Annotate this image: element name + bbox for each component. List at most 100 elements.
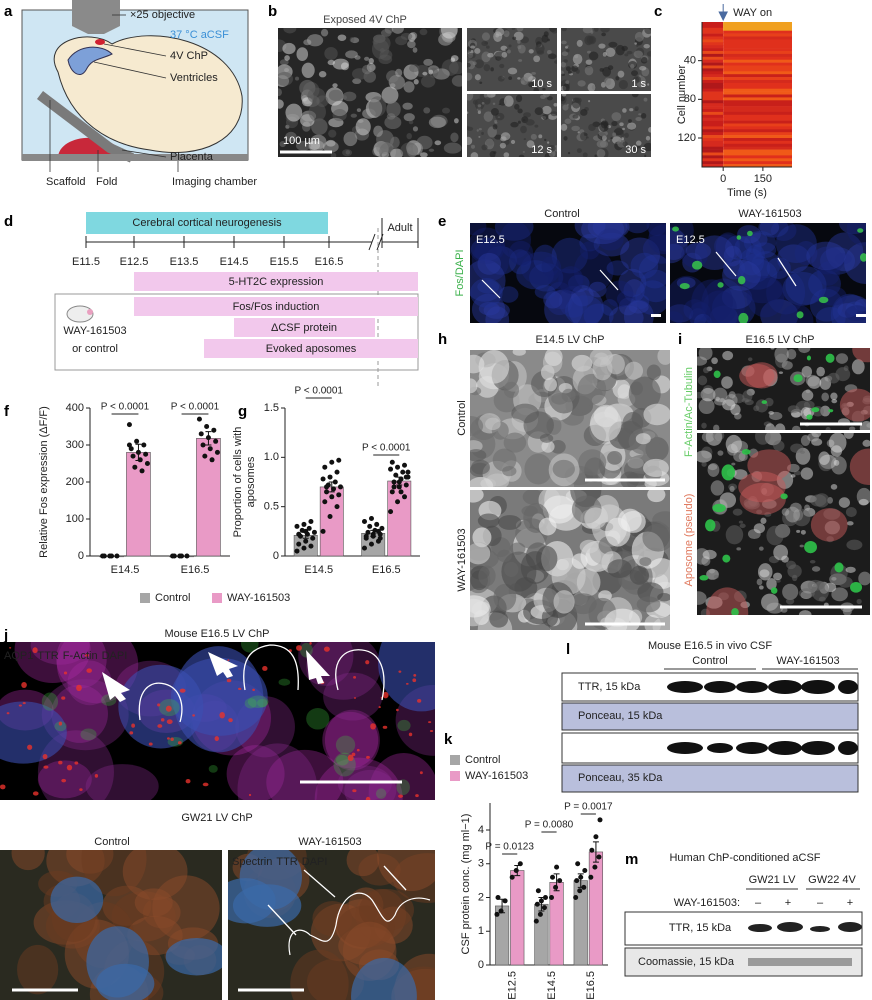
image-texture [742,390,753,403]
image-texture [583,303,614,323]
image-texture [800,434,811,446]
image-texture [503,432,527,453]
y-tick-label: 400 [66,402,84,414]
image-texture [582,152,588,157]
heatmap-cell [723,24,792,29]
data-point [198,431,204,437]
image-texture [61,696,66,700]
image-texture [697,375,708,386]
image-texture [766,270,806,315]
image-texture [588,281,607,298]
heatmap-cell [702,120,724,124]
image-texture [713,574,719,579]
heatmap-cell [702,103,724,107]
heatmap-cell [702,45,724,49]
data-point [550,874,556,880]
image-texture [593,28,599,32]
image-texture [545,281,574,316]
heatmap-cell [723,106,792,110]
image-texture [582,28,593,34]
data-point [395,499,401,505]
image-texture [630,63,635,69]
group: Control [692,655,727,667]
image-texture [858,571,870,586]
image-texture [562,104,569,111]
y-tick-label: 0 [478,959,484,971]
image-texture [497,75,505,82]
heatmap-cell [723,146,792,150]
x-tick-label: 0 [720,173,726,185]
data-point [405,469,411,475]
image-texture [306,642,381,700]
frame-time: 12 s [531,144,552,156]
p-value: P < 0.0001 [362,443,411,454]
outlines [288,892,431,956]
image-texture [722,554,731,563]
objective [72,0,120,34]
data-point [308,543,314,549]
image-texture [752,242,777,259]
panel-label: b [268,3,277,20]
image-texture [825,232,864,272]
image-texture [549,290,573,310]
image-texture [564,295,604,323]
data-point [577,888,583,894]
image-texture [830,484,838,490]
heatmap-cell [723,59,792,63]
image-texture [818,451,830,466]
stain: F-Actin/Ac-Tubulin [683,367,695,457]
image-texture [343,131,358,147]
image-texture [376,141,394,155]
image-texture [622,141,628,147]
image-texture [256,698,268,708]
image-texture [796,529,801,533]
image-texture [481,131,484,135]
y-tick-label: 1.5 [264,402,279,414]
data-point [179,553,185,559]
image-texture [518,59,523,62]
data-point [310,535,316,541]
channel-name: TTR [37,650,58,662]
panel-label: k [444,731,453,748]
image-texture [74,761,79,765]
title: GW21 LV ChP [181,812,252,824]
image-texture [652,615,670,630]
image-texture [306,34,324,47]
blot-label: Ponceau, 35 kDa [578,772,663,784]
heatmap-cell [702,30,724,34]
image-texture [509,542,526,555]
heatmap-cell [723,140,792,145]
data-point [128,446,134,452]
image-texture [806,241,846,271]
image-texture [627,122,637,130]
data-point [143,451,149,457]
heatmap-cell [702,94,724,98]
image-texture [630,252,659,279]
label: Imaging chamber [172,176,257,188]
image-texture [624,361,644,380]
image-texture [165,705,172,712]
image-texture [790,474,796,478]
period [134,297,418,316]
image-texture [816,366,825,377]
image-texture [618,297,638,316]
image-texture [831,587,848,602]
image-texture [646,364,661,381]
heatmap-cell [723,143,792,147]
image-texture [448,61,462,75]
image-texture [405,682,409,685]
image-texture [572,114,579,119]
heatmap-cell [723,51,792,55]
stage: E15.5 [270,256,299,268]
image-texture [751,251,781,279]
image-texture [639,557,652,567]
data-point [361,545,367,551]
image-texture [471,238,510,282]
image-texture [546,96,553,101]
error-bar [302,531,309,539]
condition: WAY-161503 [456,528,468,591]
heatmap-cell [723,42,792,46]
image-texture [497,549,512,563]
image-texture [806,414,813,420]
y-tick-label: 100 [66,513,84,525]
